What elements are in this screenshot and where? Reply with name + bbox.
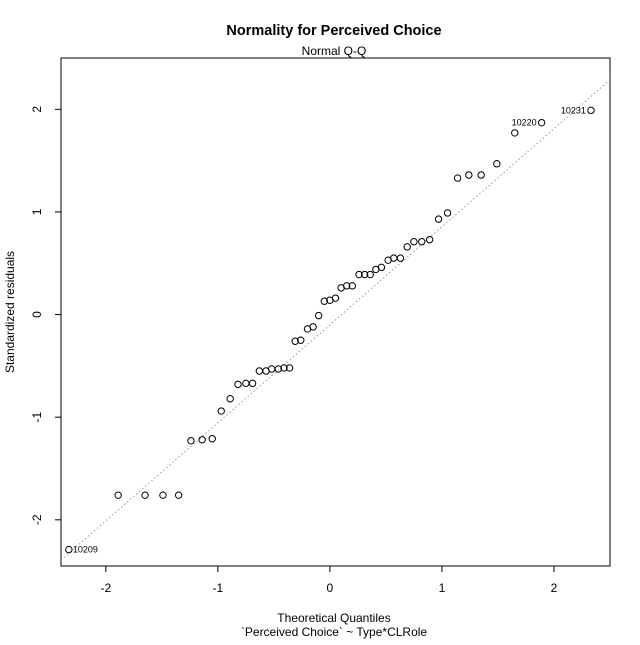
chart-title: Normality for Perceived Choice <box>226 23 441 39</box>
x-tick-label: -1 <box>213 581 224 595</box>
data-point <box>314 311 323 320</box>
data-point <box>187 437 195 445</box>
y-tick-label: 0 <box>30 311 44 318</box>
data-point <box>348 282 357 290</box>
data-point <box>403 243 411 251</box>
data-point <box>159 491 167 499</box>
y-tick-label: -2 <box>30 514 44 525</box>
data-point <box>410 238 418 246</box>
data-point <box>396 254 405 262</box>
data-point <box>418 238 426 246</box>
data-point <box>377 263 386 272</box>
point-label: 10209 <box>73 545 98 555</box>
x-tick-label: 0 <box>327 581 334 595</box>
data-point <box>320 297 328 305</box>
data-point <box>331 294 340 302</box>
data-point <box>511 129 519 137</box>
data-point <box>453 174 462 182</box>
data-point <box>291 337 299 345</box>
data-point <box>234 380 242 389</box>
data-point <box>297 336 305 344</box>
data-point <box>360 270 369 279</box>
chart-subtitle: Normal Q-Q <box>302 44 367 58</box>
data-point <box>537 118 546 127</box>
data-point <box>141 491 149 499</box>
data-point <box>309 323 317 331</box>
data-point <box>174 491 183 499</box>
x-tick-label: 2 <box>551 581 558 595</box>
y-axis: -2 -1 0 1 2 <box>30 106 61 525</box>
data-point <box>226 395 234 403</box>
points-layer: 10209 10220 10231 <box>65 105 595 555</box>
plot-frame <box>60 57 611 567</box>
x-axis-label: Theoretical Quantiles <box>277 611 390 625</box>
y-tick-label: -1 <box>30 412 44 423</box>
y-tick-label: 2 <box>30 106 44 113</box>
data-point <box>65 545 73 554</box>
data-point <box>425 235 434 244</box>
data-point <box>465 171 473 179</box>
data-point <box>443 209 452 217</box>
x-tick-label: 1 <box>439 581 446 595</box>
x-axis: -2 -1 0 1 2 <box>100 566 558 595</box>
data-point <box>248 379 257 388</box>
data-point <box>355 270 363 279</box>
data-point <box>366 270 374 279</box>
data-point <box>198 436 206 444</box>
data-point <box>280 364 288 372</box>
point-label: 10231 <box>561 105 586 115</box>
data-point <box>208 435 216 443</box>
data-point <box>477 171 485 179</box>
data-point <box>434 215 443 223</box>
y-tick-label: 1 <box>30 208 44 215</box>
data-point <box>274 365 283 373</box>
data-point <box>114 491 122 499</box>
y-axis-label: Standardized residuals <box>3 251 17 373</box>
x-axis-sublabel: `Perceived Choice` ~ Type*CLRole <box>241 625 428 639</box>
point-label: 10220 <box>512 118 537 128</box>
x-tick-label: -2 <box>100 581 111 595</box>
data-point <box>285 364 294 372</box>
data-point <box>493 160 501 168</box>
reference-line <box>60 79 611 561</box>
data-point <box>343 282 351 290</box>
data-point <box>217 407 225 415</box>
data-point <box>587 106 595 115</box>
